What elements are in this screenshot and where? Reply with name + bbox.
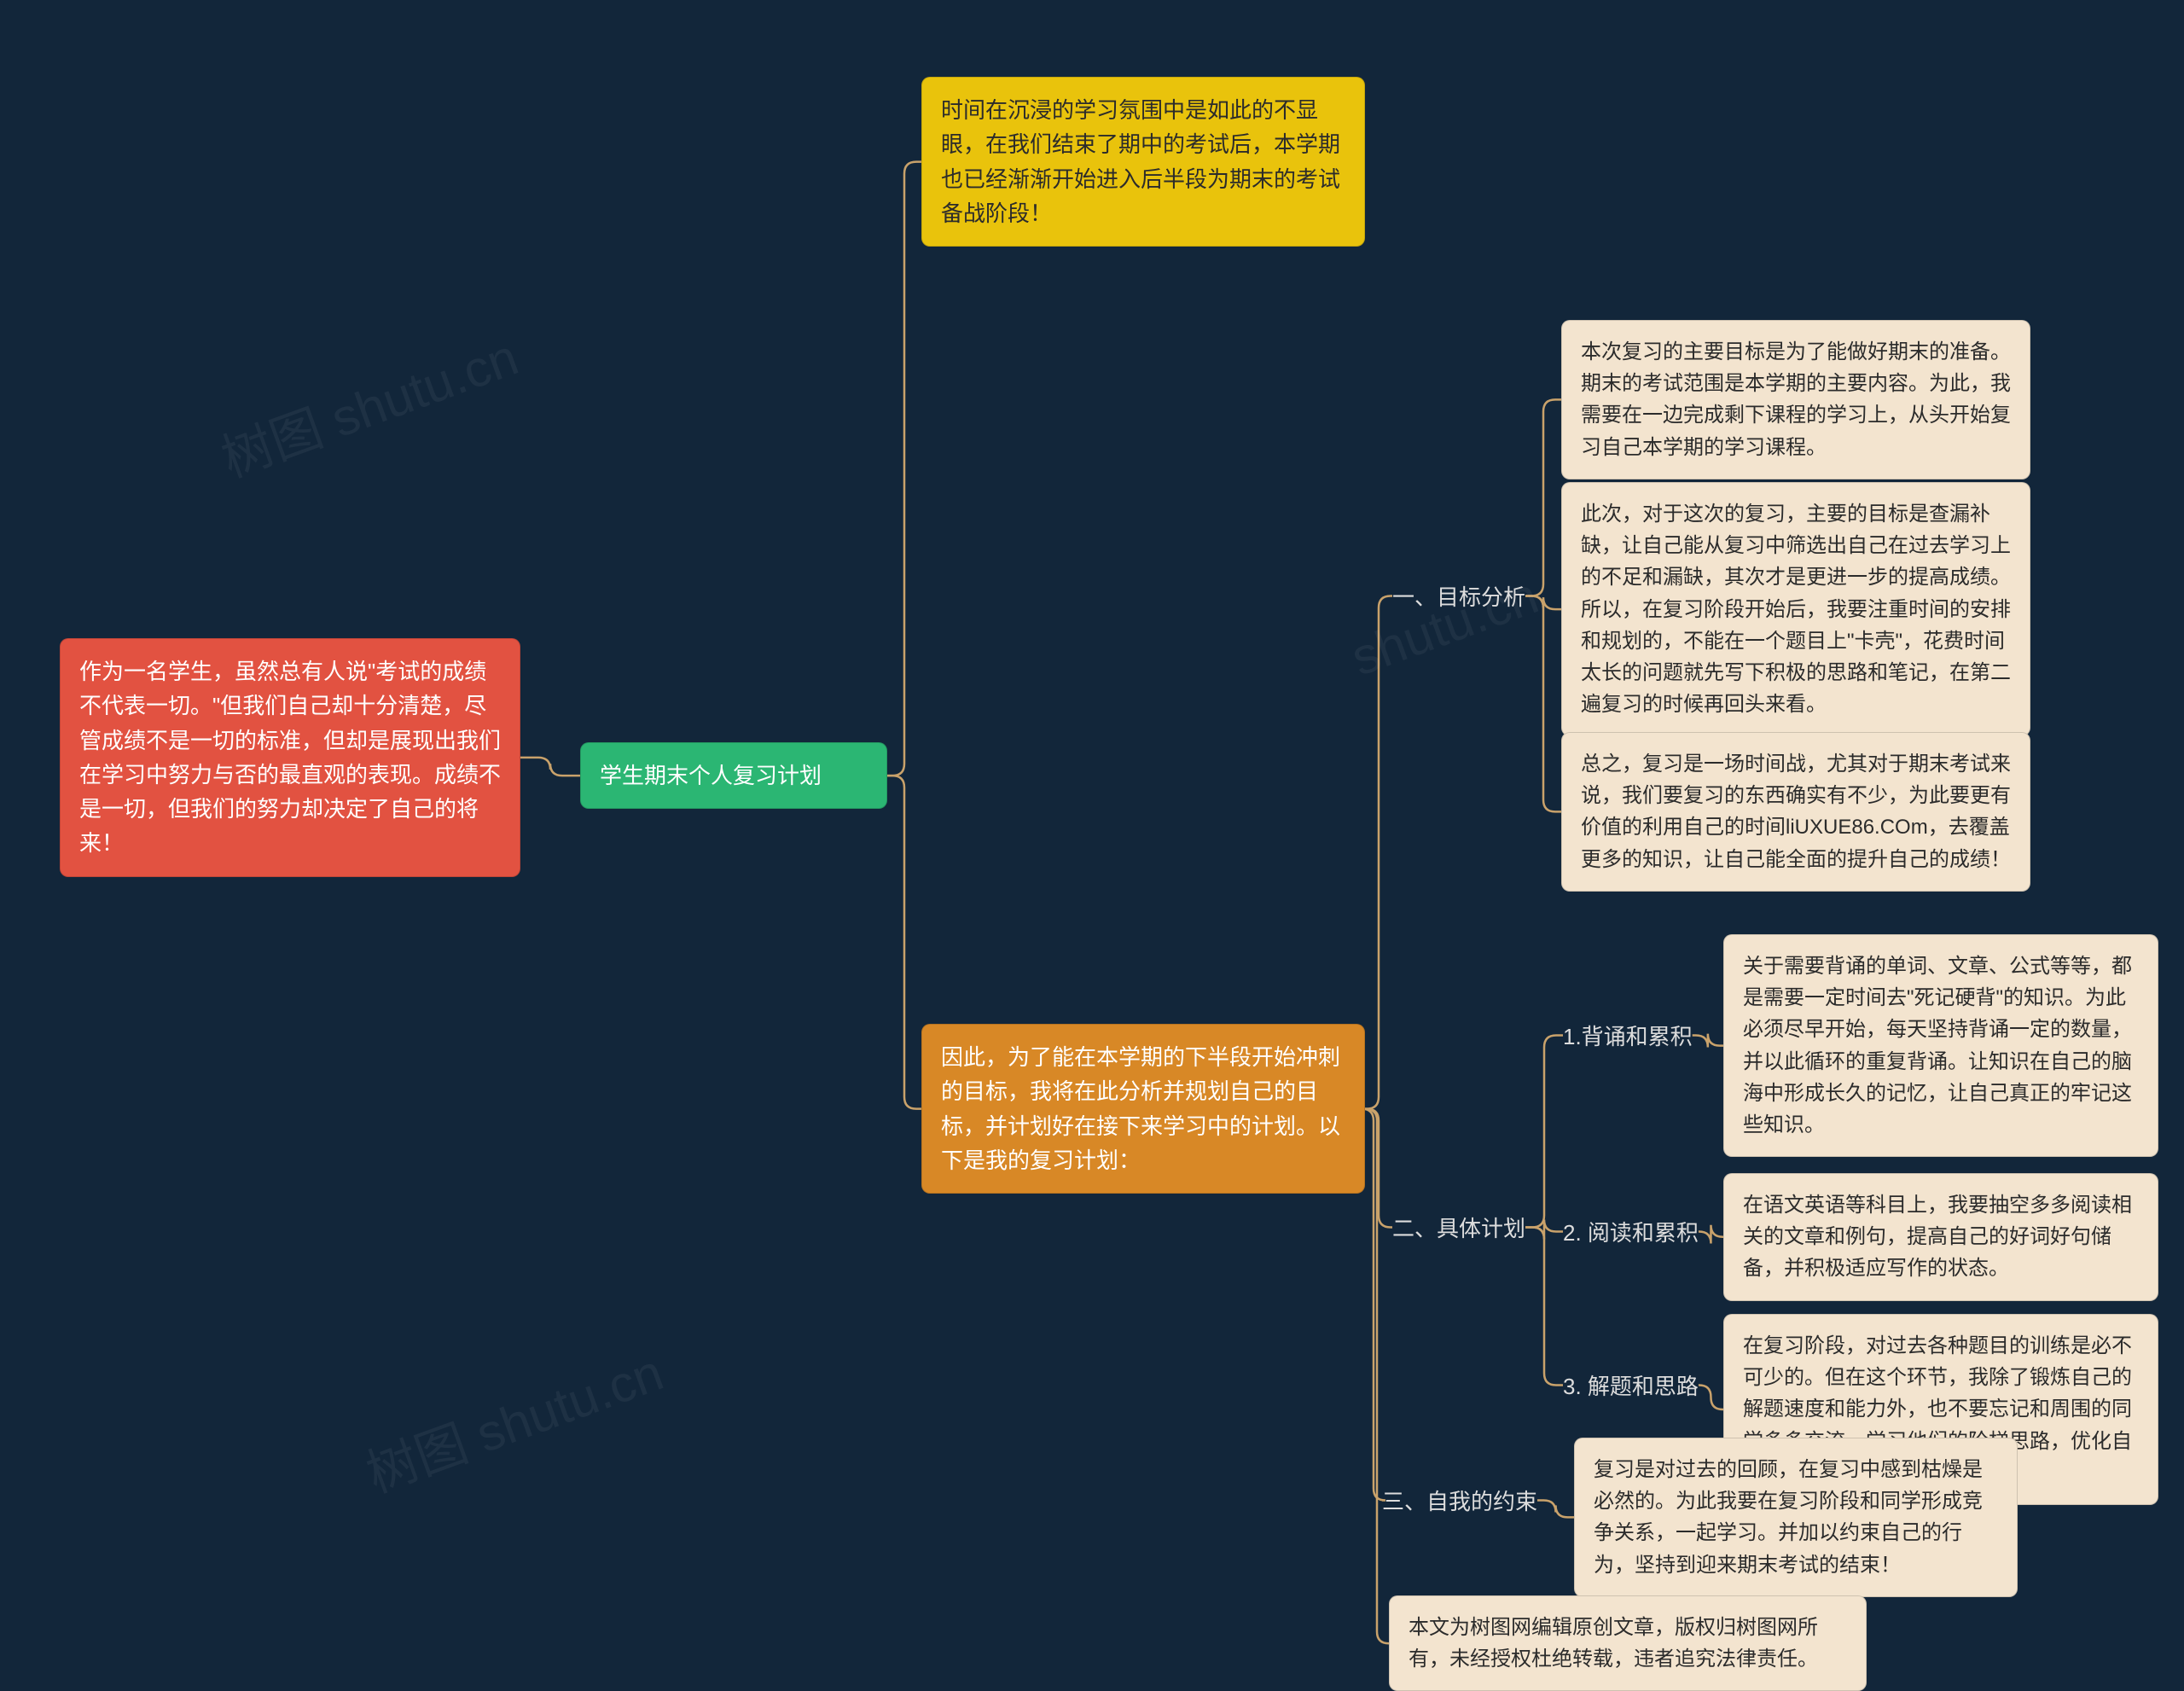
watermark: 树图 shutu.cn	[210, 316, 526, 491]
sub-label-read[interactable]: 2. 阅读和累积	[1563, 1216, 1699, 1247]
plan-item[interactable]: 关于需要背诵的单词、文章、公式等等，都是需要一定时间去"死记硬背"的知识。为此必…	[1723, 934, 2158, 1157]
goal-item[interactable]: 总之，复习是一场时间战，尤其对于期末考试来说，我们要复习的东西确实有不少，为此要…	[1561, 732, 2030, 892]
section-label-goals[interactable]: 一、目标分析	[1392, 580, 1525, 612]
root-title[interactable]: 学生期末个人复习计划	[580, 742, 887, 809]
sub-label-recite[interactable]: 1.背诵和累积	[1563, 1020, 1693, 1051]
sub-label-solve[interactable]: 3. 解题和思路	[1563, 1369, 1699, 1401]
plan-preface[interactable]: 因此，为了能在本学期的下半段开始冲刺的目标，我将在此分析并规划自己的目标，并计划…	[921, 1024, 1365, 1194]
plan-item[interactable]: 在语文英语等科目上，我要抽空多多阅读相关的文章和例句，提高自己的好词好句储备，并…	[1723, 1173, 2158, 1301]
context-note[interactable]: 时间在沉浸的学习氛围中是如此的不显眼，在我们结束了期中的考试后，本学期也已经渐渐…	[921, 77, 1365, 247]
copyright-note: 本文为树图网编辑原创文章，版权归树图网所有，未经授权杜绝转载，违者追究法律责任。	[1389, 1595, 1867, 1691]
goal-item[interactable]: 此次，对于这次的复习，主要的目标是查漏补缺，让自己能从复习中筛选出自己在过去学习…	[1561, 482, 2030, 736]
watermark: 树图 shutu.cn	[355, 1331, 671, 1507]
goal-item[interactable]: 本次复习的主要目标是为了能做好期末的准备。期末的考试范围是本学期的主要内容。为此…	[1561, 320, 2030, 479]
section-label-self[interactable]: 三、自我的约束	[1382, 1485, 1537, 1516]
section-label-plan[interactable]: 二、具体计划	[1392, 1212, 1525, 1243]
self-discipline-item[interactable]: 复习是对过去的回顾，在复习中感到枯燥是必然的。为此我要在复习阶段和同学形成竞争关…	[1574, 1438, 2018, 1597]
intro-note[interactable]: 作为一名学生，虽然总有人说"考试的成绩不代表一切。"但我们自己却十分清楚，尽管成…	[60, 638, 520, 877]
